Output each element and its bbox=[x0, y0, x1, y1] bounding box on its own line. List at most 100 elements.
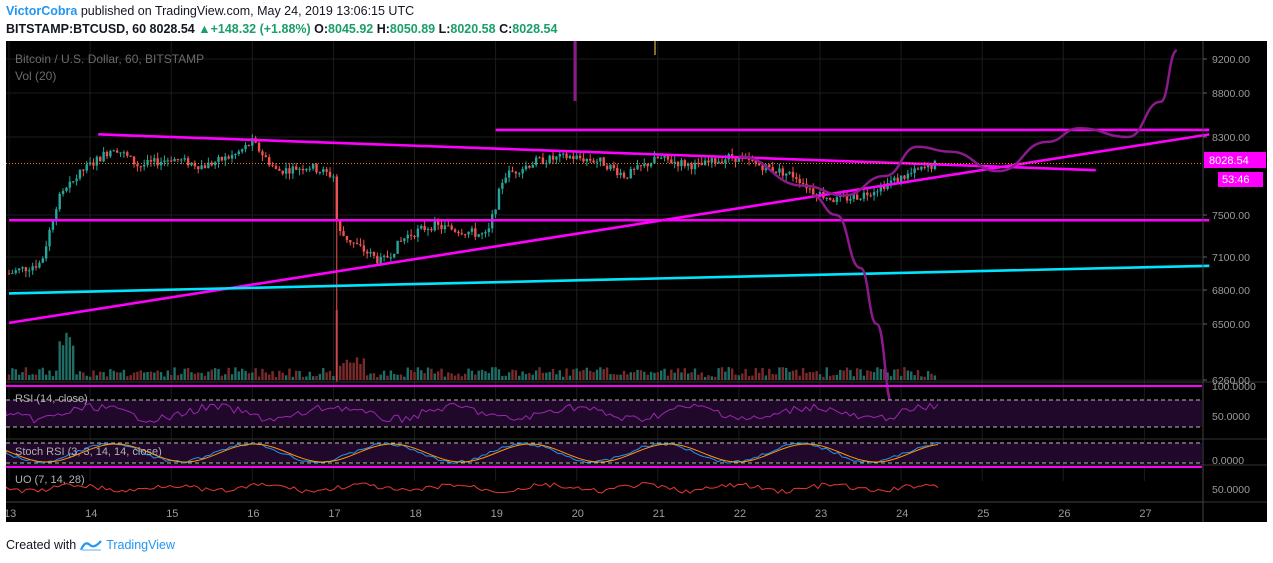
volume-bar bbox=[41, 367, 44, 380]
tradingview-brand-link[interactable]: TradingView bbox=[106, 538, 175, 552]
volume-bar bbox=[267, 374, 271, 380]
volume-bar bbox=[643, 371, 646, 380]
candle-body bbox=[548, 155, 551, 164]
volume-bar bbox=[545, 372, 548, 380]
candle-body bbox=[906, 173, 910, 179]
created-with: Created with bbox=[6, 538, 77, 552]
price-tag-bg bbox=[1204, 152, 1266, 168]
volume-bar bbox=[139, 370, 142, 380]
candle-body bbox=[572, 156, 575, 159]
candle-body bbox=[724, 159, 727, 164]
chart-svg[interactable]: Bitcoin / U.S. Dollar, 60, BITSTAMP Vol … bbox=[4, 41, 1267, 522]
volume-bar bbox=[176, 375, 180, 380]
time-tick-label: 24 bbox=[896, 508, 908, 520]
candle-body bbox=[697, 162, 700, 164]
candle-body bbox=[186, 158, 190, 166]
volume-bar bbox=[284, 375, 288, 380]
volume-bar bbox=[78, 371, 82, 380]
volume-bar bbox=[707, 375, 710, 380]
price-tick-label: 8300.00 bbox=[1212, 132, 1250, 144]
volume-bar bbox=[497, 369, 501, 380]
volume-bar bbox=[504, 375, 507, 380]
volume-bar bbox=[210, 369, 213, 380]
up-triangle-icon: ▲ bbox=[198, 22, 211, 36]
candle-body bbox=[308, 168, 311, 170]
volume-bar bbox=[609, 374, 612, 380]
rsi-band bbox=[6, 400, 1202, 427]
candle-body bbox=[872, 192, 876, 196]
volume-bar bbox=[852, 376, 855, 380]
candle-body bbox=[558, 154, 562, 157]
time-tick-label: 25 bbox=[977, 508, 989, 520]
volume-bar bbox=[805, 372, 808, 380]
candle-body bbox=[349, 240, 352, 243]
chart-legend-title: Bitcoin / U.S. Dollar, 60, BITSTAMP bbox=[15, 52, 204, 66]
volume-bar bbox=[690, 372, 693, 380]
candle-body bbox=[200, 165, 203, 170]
volume-bar bbox=[433, 373, 436, 380]
candle-body bbox=[913, 168, 916, 173]
candle-body bbox=[190, 162, 193, 166]
volume-bar bbox=[646, 374, 649, 380]
candle-body bbox=[389, 257, 393, 259]
volume-bar bbox=[747, 376, 751, 380]
candle-body bbox=[632, 169, 636, 171]
candle-body bbox=[210, 162, 213, 166]
price-tick-label: 7500.00 bbox=[1212, 210, 1250, 222]
volume-bar bbox=[403, 376, 406, 380]
volume-bar bbox=[399, 374, 403, 380]
volume-bar bbox=[859, 369, 862, 380]
candle-body bbox=[328, 171, 332, 177]
volume-bar bbox=[170, 374, 173, 380]
volume-bar bbox=[193, 373, 197, 380]
volume-bar bbox=[518, 375, 521, 380]
volume-bar bbox=[714, 376, 717, 380]
indicator-tick-label: 100.0000 bbox=[1212, 381, 1256, 393]
volume-bar bbox=[862, 375, 866, 380]
volume-bar bbox=[771, 374, 774, 380]
candle-body bbox=[768, 164, 771, 168]
author-link[interactable]: VictorCobra bbox=[6, 4, 78, 18]
candle-body bbox=[393, 253, 396, 258]
volume-bar bbox=[558, 370, 562, 380]
volume-bar bbox=[369, 373, 372, 380]
candle-body bbox=[338, 221, 342, 232]
candle-body bbox=[835, 197, 839, 203]
candle-body bbox=[788, 171, 791, 174]
volume-bar bbox=[423, 373, 426, 380]
candle-body bbox=[355, 242, 359, 245]
volume-bar bbox=[31, 374, 34, 380]
candle-body bbox=[413, 235, 416, 238]
chart-area[interactable]: Bitcoin / U.S. Dollar, 60, BITSTAMP Vol … bbox=[4, 41, 1267, 522]
candle-body bbox=[578, 155, 582, 159]
volume-bar bbox=[808, 371, 812, 380]
volume-bar bbox=[484, 371, 487, 380]
volume-bar bbox=[447, 372, 450, 380]
stoch-band bbox=[6, 443, 1202, 463]
candle-body bbox=[504, 177, 507, 183]
volume-bar bbox=[352, 362, 355, 380]
candle-body bbox=[737, 156, 741, 163]
candle-body bbox=[318, 172, 322, 174]
volume-bar bbox=[622, 370, 626, 380]
candle-body bbox=[477, 234, 480, 237]
candle-body bbox=[112, 150, 115, 152]
volume-bar bbox=[132, 372, 136, 380]
candle-body bbox=[795, 177, 798, 179]
volume-bar bbox=[511, 369, 514, 380]
candle-body bbox=[463, 234, 467, 236]
candle-body bbox=[656, 156, 659, 159]
candle-body bbox=[376, 255, 379, 264]
candle-body bbox=[72, 181, 75, 183]
volume-bar bbox=[315, 375, 318, 380]
volume-bar bbox=[619, 374, 622, 380]
candle-body bbox=[82, 169, 85, 171]
volume-bar bbox=[308, 371, 311, 380]
candle-body bbox=[159, 161, 163, 166]
price-tick-label: 6800.00 bbox=[1212, 285, 1250, 297]
candle-body bbox=[284, 168, 288, 174]
candle-body bbox=[17, 268, 21, 271]
volume-bar bbox=[886, 372, 889, 380]
volume-bar bbox=[359, 363, 362, 380]
candle-body bbox=[403, 238, 406, 242]
